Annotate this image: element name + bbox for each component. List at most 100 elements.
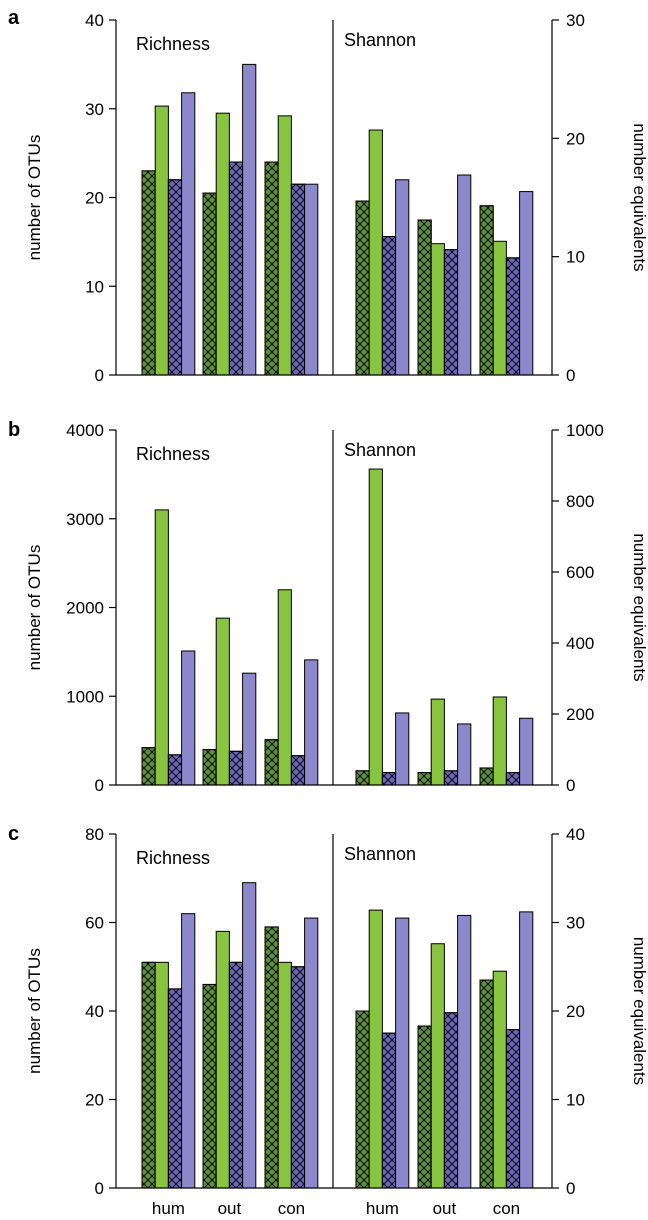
bar-richness-con-purple-solid [304,183,319,376]
bar-hatch-overlay [202,983,217,1189]
left-tick-label: 10 [85,277,104,296]
shannon-bars [355,909,534,1189]
bar-hatch-overlay [264,739,279,786]
left-tick-label: 80 [85,825,104,844]
left-tick-label: 30 [85,100,104,119]
richness-label: Richness [136,34,210,54]
left-tick-label: 0 [95,1179,104,1198]
richness-bars [141,882,319,1189]
right-axis-title: number equivalents [630,937,648,1085]
bar-hatch-overlay [479,767,494,786]
left-tick-label: 0 [95,776,104,795]
right-tick-label: 40 [566,825,585,844]
bar-richness-hum-green-solid [154,105,169,376]
left-tick-label: 40 [85,1002,104,1021]
bar-hatch-overlay [381,236,397,376]
bar-hatch-overlay [381,772,397,786]
bar-shannon-out-purple-solid [457,723,472,786]
bar-shannon-con-purple-solid [519,717,534,786]
panel-a: a 0 10 20 30 40 0 10 20 30 Richness Shannon number o… [8,7,648,385]
panel-letter: c [8,823,19,845]
left-axis-title: number of OTUs [25,948,44,1074]
right-tick-label: 800 [566,492,594,511]
bar-richness-hum-green-solid [154,509,169,786]
bar-shannon-hum-purple-solid [395,179,410,376]
bar-hatch-overlay [355,1010,370,1189]
x-tick-label-hum: hum [152,1199,185,1218]
right-tick-label: 10 [566,1091,585,1110]
left-tick-label: 60 [85,914,104,933]
bar-richness-con-green-solid [277,961,292,1189]
bar-shannon-con-purple-solid [519,191,534,376]
right-axis-title: number equivalents [630,123,648,271]
bar-hatch-overlay [290,183,306,376]
bar-hatch-overlay [443,249,459,376]
bar-richness-con-purple-solid [304,659,319,786]
right-tick-label: 10 [566,248,585,267]
bar-hatch-overlay [417,1025,432,1189]
bar-hatch-overlay [417,219,432,376]
bar-hatch-overlay [505,1029,521,1189]
right-tick-label: 20 [566,1002,585,1021]
richness-bars [141,509,319,786]
bar-richness-out-purple-solid [242,882,257,1189]
bar-hatch-overlay [228,961,244,1189]
right-tick-label: 400 [566,634,594,653]
shannon-label: Shannon [344,844,416,864]
x-tick-label-con: con [493,1199,520,1218]
bar-hatch-overlay [355,200,370,376]
left-tick-label: 2000 [66,599,104,618]
shannon-label: Shannon [344,440,416,460]
x-tick-label-out: out [433,1199,457,1218]
richness-label: Richness [136,848,210,868]
bar-shannon-out-green-solid [430,243,445,376]
bar-richness-out-purple-solid [242,672,257,786]
left-axis-title: number of OTUs [25,545,44,671]
right-tick-label: 0 [566,776,575,795]
bar-hatch-overlay [443,770,459,786]
bar-hatch-overlay [479,205,494,376]
bar-richness-con-purple-solid [304,917,319,1189]
right-tick-label: 200 [566,705,594,724]
bar-hatch-overlay [479,979,494,1189]
bar-hatch-overlay [355,770,370,786]
bar-richness-out-green-solid [215,617,230,786]
bar-richness-con-green-solid [277,589,292,786]
panel-c: c 0 20 40 60 80 0 10 20 30 40 Richness Shannon number… [8,823,648,1218]
right-tick-label: 30 [566,914,585,933]
bar-hatch-overlay [443,1012,459,1189]
shannon-label: Shannon [344,30,416,50]
bar-shannon-con-green-solid [492,970,507,1189]
bar-hatch-overlay [381,1032,397,1189]
bar-shannon-con-green-solid [492,240,507,376]
bar-hatch-overlay [505,772,521,786]
right-tick-label: 20 [566,129,585,148]
bar-shannon-hum-green-solid [368,129,383,376]
bar-shannon-hum-purple-solid [395,712,410,786]
x-tick-label-out: out [218,1199,242,1218]
left-axis-title: number of OTUs [25,135,44,261]
richness-label: Richness [136,444,210,464]
bar-richness-hum-purple-solid [181,913,196,1189]
bar-hatch-overlay [505,257,521,376]
right-tick-label: 600 [566,563,594,582]
panel-b: b 0 1000 2000 3000 4000 0 200 400 600 800 1000 Richn… [8,419,648,795]
bar-richness-out-green-solid [215,112,230,376]
x-tick-label-con: con [278,1199,305,1218]
bar-richness-con-green-solid [277,115,292,376]
x-tick-label-hum: hum [366,1199,399,1218]
left-tick-label: 0 [95,366,104,385]
bar-shannon-hum-green-solid [368,909,383,1189]
left-tick-label: 20 [85,189,104,208]
bar-shannon-out-green-solid [430,698,445,786]
richness-bars [141,63,319,376]
bar-shannon-con-green-solid [492,696,507,786]
bar-hatch-overlay [228,750,244,786]
bar-shannon-hum-purple-solid [395,917,410,1189]
right-axis-title: number equivalents [630,533,648,681]
bar-hatch-overlay [290,755,306,786]
bar-richness-hum-green-solid [154,961,169,1189]
left-tick-label: 1000 [66,687,104,706]
